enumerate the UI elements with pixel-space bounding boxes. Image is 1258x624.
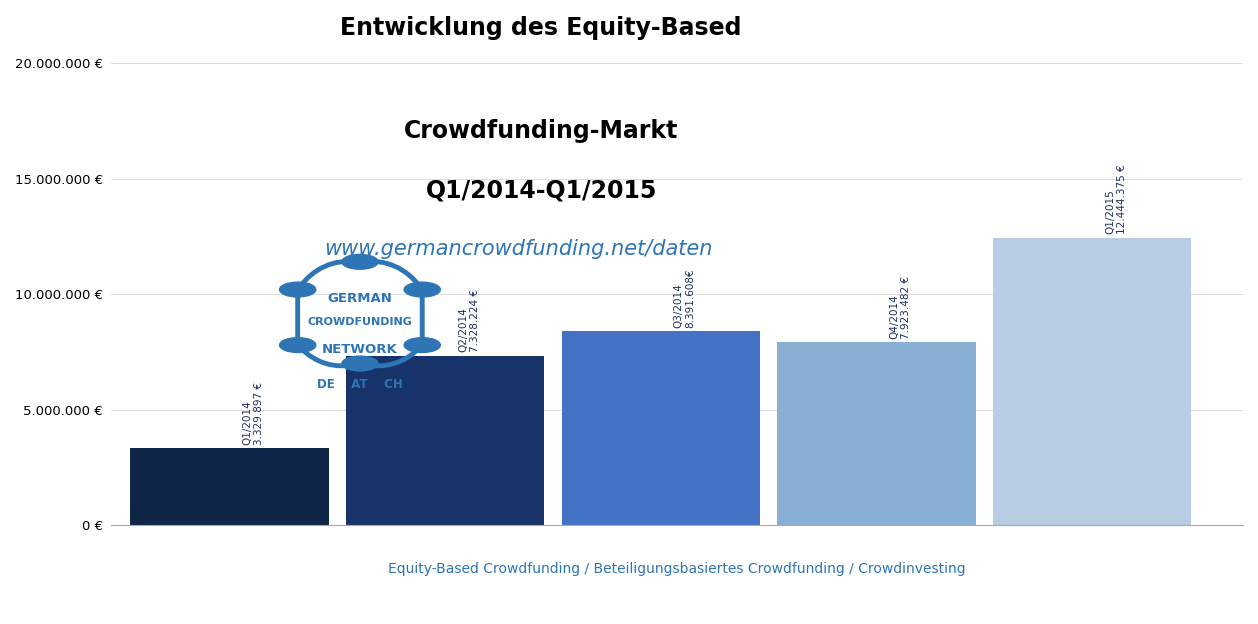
Text: Q1/2015
12.444.375 €: Q1/2015 12.444.375 € bbox=[1105, 165, 1127, 234]
Bar bbox=[346, 356, 545, 525]
Text: NETWORK: NETWORK bbox=[322, 343, 398, 356]
Text: Q3/2014
8.391.608€: Q3/2014 8.391.608€ bbox=[674, 268, 696, 328]
Text: GERMAN: GERMAN bbox=[327, 292, 392, 305]
Text: Entwicklung des Equity-Based: Entwicklung des Equity-Based bbox=[341, 16, 742, 40]
Text: Q4/2014
7.923.482 €: Q4/2014 7.923.482 € bbox=[889, 276, 911, 339]
Text: DE    AT    CH: DE AT CH bbox=[317, 378, 403, 391]
Text: Crowdfunding-Markt: Crowdfunding-Markt bbox=[404, 119, 678, 142]
Text: Equity-Based Crowdfunding / Beteiligungsbasiertes Crowdfunding / Crowdinvesting: Equity-Based Crowdfunding / Beteiligungs… bbox=[389, 562, 966, 577]
Text: www.germancrowdfunding.net/daten: www.germancrowdfunding.net/daten bbox=[325, 239, 713, 259]
Bar bbox=[131, 449, 328, 525]
Text: Q1/2014
3.329.897 €: Q1/2014 3.329.897 € bbox=[243, 382, 264, 445]
Text: Q1/2014-Q1/2015: Q1/2014-Q1/2015 bbox=[425, 178, 657, 203]
Bar bbox=[993, 238, 1191, 525]
Bar bbox=[561, 331, 760, 525]
Text: Q2/2014
7.328.224 €: Q2/2014 7.328.224 € bbox=[458, 290, 479, 353]
Bar bbox=[777, 342, 976, 525]
Text: CROWDFUNDING: CROWDFUNDING bbox=[307, 317, 413, 327]
